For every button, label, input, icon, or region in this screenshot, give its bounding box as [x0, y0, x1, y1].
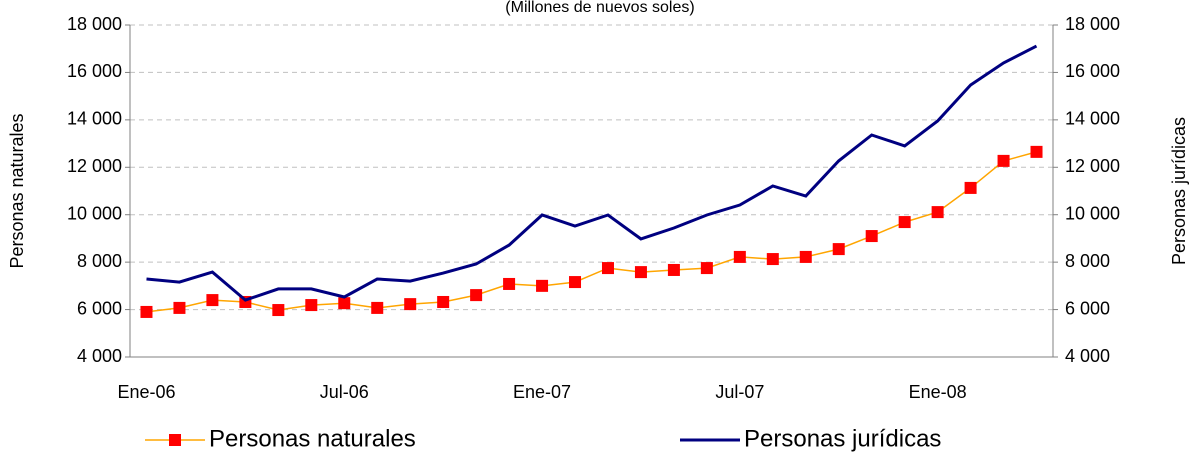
data-point — [569, 276, 582, 289]
series-line — [146, 151, 1037, 313]
data-point — [338, 297, 351, 310]
y-tick-label: 16 000 — [67, 61, 122, 81]
series-line — [146, 44, 1038, 302]
y-tick-label: 14 000 — [67, 109, 122, 129]
y2-tick-label: 4 000 — [1065, 346, 1110, 366]
data-point — [865, 230, 878, 243]
x-tick-label: Ene-08 — [909, 382, 967, 402]
data-point — [404, 298, 417, 311]
y-tick-label: 6 000 — [77, 298, 122, 318]
x-tick-label: Ene-07 — [513, 382, 571, 402]
y-tick-label: 4 000 — [77, 346, 122, 366]
data-point — [371, 301, 384, 314]
data-point — [997, 154, 1010, 167]
data-point — [206, 294, 219, 307]
legend-marker — [169, 434, 181, 446]
x-tick-label: Jul-06 — [320, 382, 369, 402]
data-point — [470, 289, 483, 302]
data-point — [931, 206, 944, 219]
y2-tick-label: 6 000 — [1065, 298, 1110, 318]
y2-tick-label: 14 000 — [1065, 109, 1120, 129]
chart-subtitle: (Millones de nuevos soles) — [505, 0, 694, 16]
y-tick-label: 18 000 — [67, 14, 122, 34]
legend-label: Personas naturales — [209, 425, 416, 452]
data-point — [832, 243, 845, 256]
data-point — [140, 305, 153, 318]
y2-tick-label: 12 000 — [1065, 156, 1120, 176]
data-point — [536, 279, 549, 292]
y-tick-label: 12 000 — [67, 156, 122, 176]
y2-tick-label: 16 000 — [1065, 61, 1120, 81]
data-point — [1030, 145, 1043, 158]
y-tick-label: 10 000 — [67, 203, 122, 223]
y-axis-label: Personas naturales — [7, 113, 27, 268]
data-point — [667, 263, 680, 276]
data-point — [700, 262, 713, 275]
legend-label: Personas jurídicas — [744, 425, 941, 452]
y2-tick-label: 8 000 — [1065, 251, 1110, 271]
data-point — [305, 299, 318, 312]
x-tick-label: Jul-07 — [715, 382, 764, 402]
data-point — [898, 216, 911, 229]
y-tick-label: 8 000 — [77, 251, 122, 271]
data-point — [601, 262, 614, 275]
data-point — [173, 301, 186, 314]
y2-axis-label: Personas jurídicas — [1169, 117, 1189, 265]
x-tick-label: Ene-06 — [117, 382, 175, 402]
data-point — [634, 266, 647, 279]
data-point — [799, 250, 812, 263]
y2-tick-label: 18 000 — [1065, 14, 1120, 34]
data-point — [437, 295, 450, 308]
data-point — [503, 277, 516, 290]
data-point — [272, 304, 285, 317]
y2-tick-label: 10 000 — [1065, 203, 1120, 223]
data-point — [766, 253, 779, 266]
data-point — [733, 250, 746, 263]
data-point — [964, 181, 977, 194]
